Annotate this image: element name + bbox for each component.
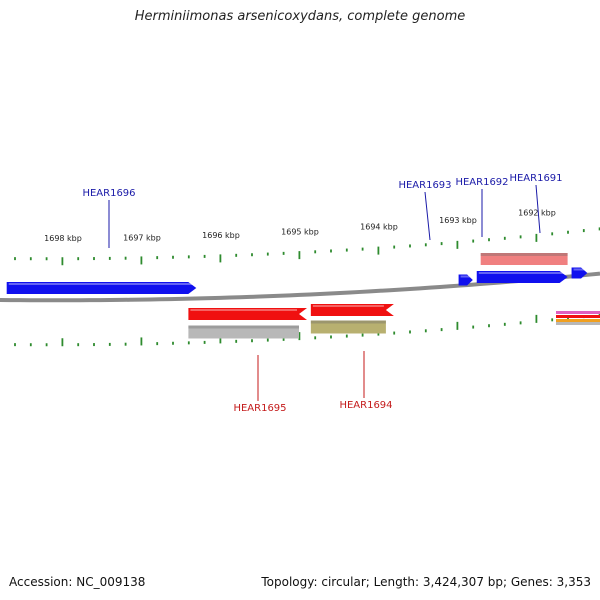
callout-hear1695-label: HEAR1695 [233,403,286,414]
gene-stack-band [556,319,600,322]
gene-hear1694 [310,304,394,316]
tick-layer: 1698 kbp 1697 kbp 1696 kbp 1695 kbp 1694 kbp… [14,208,600,347]
gene-hear1691 [571,267,588,279]
tick-label: 1697 kbp [123,233,161,242]
callout-hear1694-label: HEAR1694 [339,400,392,411]
tick-label: 1694 kbp [360,222,398,231]
tick-label: 1692 kbp [518,208,556,217]
gene-layer [6,253,600,339]
gene-stack-band [556,315,600,318]
accession-label: Accession: NC_009138 [9,575,146,589]
gene-hear1696-highlight [8,283,195,285]
tick-label: 1696 kbp [202,231,240,240]
callout-hear1691-leader [535,184,541,234]
gene-segment-4 [480,253,568,265]
gene-segment-8 [310,320,386,334]
gene-hear1692 [476,271,568,283]
gene-segment-1 [458,274,473,286]
map-title: Herminiimonas arsenicoxydans, complete g… [134,9,466,24]
callout-hear1691-label: HEAR1691 [509,173,562,184]
callout-hear1693-label: HEAR1693 [398,180,451,191]
callout-hear1696-label: HEAR1696 [82,188,135,199]
callout-layer: HEAR1696 HEAR1693 HEAR1692 HEAR1691 HEAR1695… [82,173,562,414]
callout-hear1693-leader [424,191,431,241]
gene-segment-6-edge [188,325,299,329]
gene-hear1695-highlight [190,309,297,311]
gene-hear1692-highlight [478,272,566,274]
gene-segment-1-highlight [460,275,471,278]
gene-segment-6 [188,325,299,339]
gene-segment-8-edge [310,320,386,324]
tick-label: 1693 kbp [439,216,477,225]
gene-hear1691-highlight [573,268,586,271]
topology-label: Topology: circular; Length: 3,424,307 bp… [261,575,591,589]
gene-hear1696 [6,282,197,294]
gene-stack-band [556,322,600,325]
gene-segment-4-edge [480,253,568,256]
tick-label: 1698 kbp [44,234,82,243]
gene-stack-band [556,311,600,314]
callout-hear1692-label: HEAR1692 [455,177,508,188]
gene-hear1695 [188,308,307,320]
gene-hear1694-highlight [312,305,384,307]
tick-label: 1695 kbp [281,227,319,236]
